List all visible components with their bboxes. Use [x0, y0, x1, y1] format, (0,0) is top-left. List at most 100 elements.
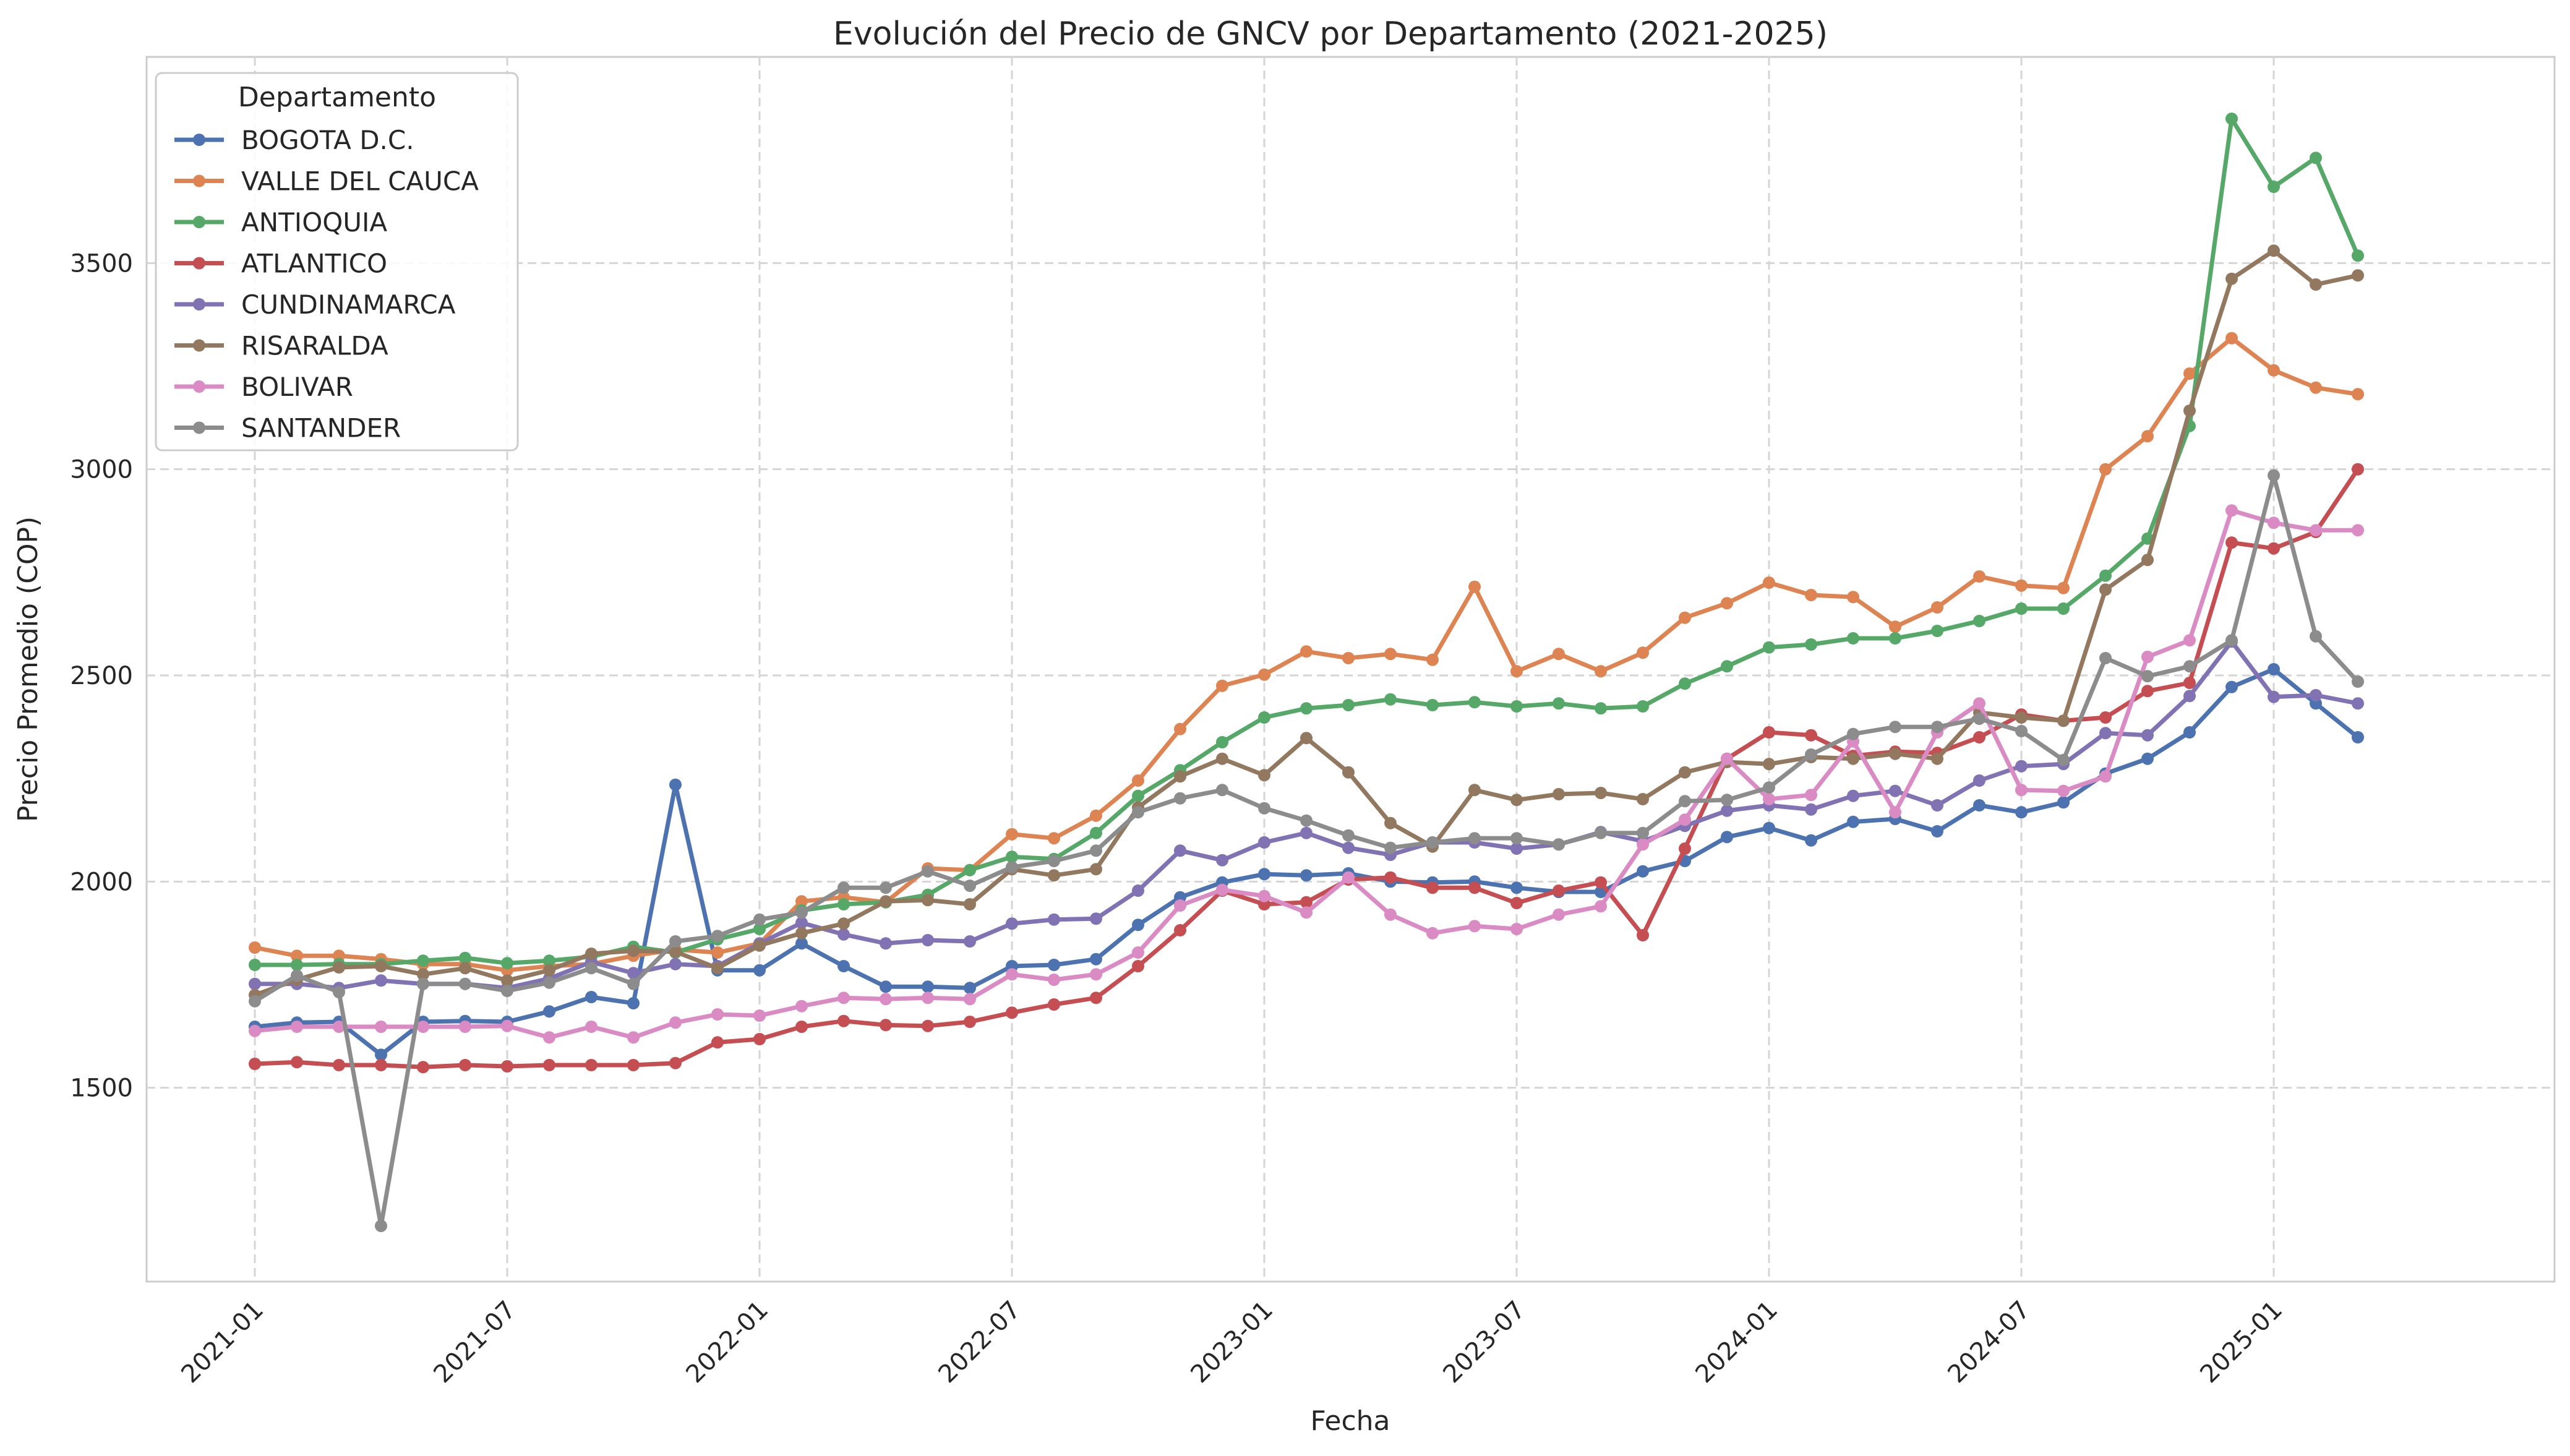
data-point — [1426, 836, 1439, 849]
data-point — [2352, 524, 2364, 537]
data-point — [2310, 381, 2322, 394]
data-point — [1553, 788, 1565, 800]
data-point — [1132, 774, 1144, 787]
data-point — [2268, 244, 2280, 257]
data-point — [1342, 766, 1355, 779]
data-point — [880, 980, 892, 993]
data-point — [837, 928, 850, 941]
data-point — [2015, 602, 2028, 615]
data-point — [543, 976, 555, 989]
data-point — [501, 1060, 513, 1073]
data-point — [964, 993, 976, 1006]
data-point — [753, 913, 766, 926]
data-point — [2225, 504, 2238, 517]
data-point — [1342, 841, 1355, 854]
data-point — [1973, 713, 1985, 725]
data-point — [1805, 748, 1817, 761]
data-point — [1510, 794, 1523, 807]
data-point — [333, 986, 345, 998]
data-point — [1300, 702, 1313, 715]
data-point — [1216, 736, 1228, 748]
data-point — [1595, 665, 1607, 678]
data-point — [2352, 697, 2364, 710]
data-point — [1048, 855, 1060, 867]
data-point — [1721, 831, 1733, 844]
data-point — [2141, 554, 2154, 567]
data-point — [543, 1005, 555, 1018]
data-point — [2225, 680, 2238, 693]
data-point — [2057, 602, 2070, 615]
data-point — [1679, 766, 1691, 779]
data-point — [1510, 842, 1523, 855]
data-point — [2057, 784, 2070, 797]
data-point — [1889, 806, 1901, 819]
data-point — [837, 991, 850, 1004]
data-point — [1510, 832, 1523, 845]
data-point — [1468, 832, 1481, 845]
data-point — [459, 962, 471, 975]
data-point — [711, 930, 724, 943]
data-point — [1595, 876, 1607, 889]
data-point — [249, 1024, 261, 1037]
data-point — [1426, 881, 1439, 894]
data-point — [1889, 721, 1901, 734]
data-point — [964, 1016, 976, 1028]
data-point — [1300, 814, 1313, 827]
data-point — [333, 961, 345, 974]
data-point — [585, 962, 598, 975]
data-point — [417, 968, 429, 981]
data-point — [1805, 729, 1817, 742]
data-point — [2099, 727, 2112, 740]
legend-label: SANTANDER — [241, 413, 401, 443]
data-point — [1468, 696, 1481, 709]
data-point — [2099, 770, 2112, 783]
data-point — [922, 1019, 934, 1032]
data-point — [291, 1056, 303, 1069]
data-point — [249, 1058, 261, 1070]
data-point — [1679, 611, 1691, 624]
data-point — [1805, 638, 1817, 651]
data-point — [1973, 799, 1985, 812]
data-point — [1805, 803, 1817, 816]
data-point — [711, 946, 724, 959]
data-point — [1553, 884, 1565, 897]
data-point — [1300, 732, 1313, 745]
data-point — [1468, 580, 1481, 593]
data-point — [1090, 809, 1102, 822]
data-point — [795, 906, 808, 919]
data-point — [1342, 829, 1355, 842]
data-point — [1426, 927, 1439, 940]
data-point — [2268, 181, 2280, 193]
legend-label: ATLANTICO — [241, 249, 387, 279]
data-point — [375, 960, 387, 972]
data-point — [711, 1008, 724, 1021]
data-point — [585, 1059, 598, 1071]
data-point — [2268, 663, 2280, 675]
data-point — [1510, 897, 1523, 909]
data-point — [1006, 968, 1018, 981]
data-point — [627, 944, 640, 957]
data-point — [1721, 752, 1733, 765]
data-point — [1258, 711, 1270, 724]
data-point — [1553, 697, 1565, 710]
plot-area — [145, 56, 2556, 1283]
data-point — [669, 1056, 682, 1069]
data-point — [2225, 634, 2238, 647]
data-point — [2310, 630, 2322, 643]
data-point — [1931, 752, 1943, 765]
data-point — [1258, 769, 1270, 782]
data-point — [1342, 699, 1355, 711]
data-point — [1847, 752, 1859, 765]
data-point — [543, 1059, 555, 1071]
data-point — [1889, 747, 1901, 760]
data-point — [964, 898, 976, 910]
y-tick-label: 2500 — [70, 662, 133, 690]
data-point — [1721, 660, 1733, 673]
data-point — [417, 977, 429, 990]
data-point — [1258, 802, 1270, 815]
data-point — [1300, 906, 1313, 919]
legend-marker — [193, 298, 205, 310]
data-point — [1426, 699, 1439, 711]
legend-items: BOGOTA D.C. VALLE DEL CAUCA ANTIOQUIA ATLAN… — [174, 125, 479, 443]
data-point — [1763, 793, 1775, 805]
